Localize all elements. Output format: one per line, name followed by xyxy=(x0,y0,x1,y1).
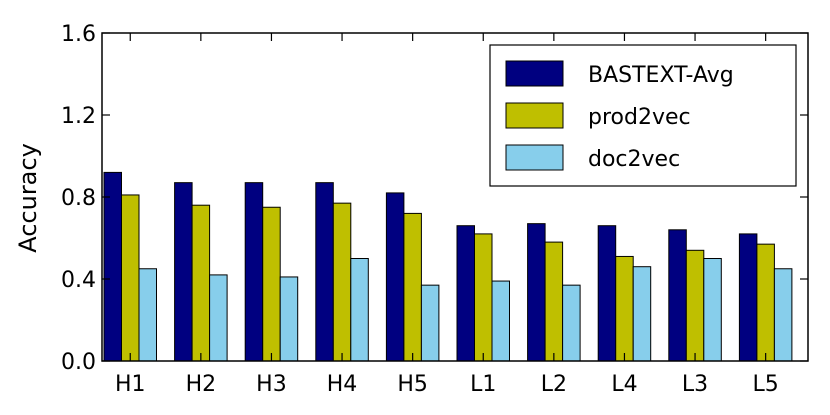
bar-doc2vec-h1 xyxy=(138,268,157,362)
x-tick-label-l1: L1 xyxy=(470,372,496,397)
y-tick-label: 1.2 xyxy=(61,104,96,129)
x-tick-label-l5: L5 xyxy=(753,372,779,397)
legend-swatch-doc2vec xyxy=(505,144,564,171)
y-tick-label: 0.0 xyxy=(61,350,96,375)
y-tick-label: 0.4 xyxy=(61,268,96,293)
bar-prod2vec-l5 xyxy=(756,243,775,362)
legend-swatch-bastext-avg xyxy=(505,60,564,87)
bar-doc2vec-h2 xyxy=(209,274,228,362)
plot-frame xyxy=(101,32,809,362)
y-axis-label: Accuracy xyxy=(14,143,42,253)
x-tick-label-h4: H4 xyxy=(327,372,358,397)
legend-label-doc2vec: doc2vec xyxy=(588,147,680,172)
ticks-layer: 0.0 0.4 0.8 1.2 1.6 H1 H2 H3 H4 H5 L1 L2 L4 L3 L5 xyxy=(61,22,808,397)
legend-label-prod2vec: prod2vec xyxy=(588,105,691,130)
bar-bastext-avg-l5 xyxy=(738,233,758,362)
x-tick-label-l3: L3 xyxy=(682,372,708,397)
bar-prod2vec-h4 xyxy=(332,202,352,362)
bar-bastext-avg-h3 xyxy=(244,182,264,362)
bar-prod2vec-h1 xyxy=(121,194,140,362)
x-tick-label-h3: H3 xyxy=(256,372,287,397)
bar-doc2vec-l5 xyxy=(773,268,793,362)
bar-doc2vec-l2 xyxy=(562,284,581,362)
bar-bastext-avg-h4 xyxy=(315,182,334,362)
y-tick-label: 0.8 xyxy=(61,186,96,211)
bars-layer xyxy=(103,171,793,362)
bar-bastext-avg-l2 xyxy=(527,223,546,362)
bar-bastext-avg-h1 xyxy=(103,171,122,362)
x-tick-label-l2: L2 xyxy=(541,372,567,397)
bar-doc2vec-l3 xyxy=(703,258,722,362)
bar-bastext-avg-h2 xyxy=(174,182,193,362)
bar-prod2vec-l1 xyxy=(474,233,493,362)
bar-prod2vec-l4 xyxy=(615,255,634,362)
x-tick-label-h1: H1 xyxy=(115,372,146,397)
legend: BASTEXT-Avg prod2vec doc2vec xyxy=(489,44,797,187)
legend-label-bastext-avg: BASTEXT-Avg xyxy=(588,63,734,88)
bar-prod2vec-h5 xyxy=(403,212,422,362)
bar-doc2vec-h3 xyxy=(279,276,299,362)
x-tick-label-l4: L4 xyxy=(611,372,637,397)
bar-doc2vec-l1 xyxy=(491,280,510,362)
x-tick-label-h5: H5 xyxy=(397,372,428,397)
bar-bastext-avg-h5 xyxy=(385,192,405,362)
bar-prod2vec-l3 xyxy=(685,249,705,362)
bar-doc2vec-h4 xyxy=(350,258,369,362)
bar-prod2vec-h2 xyxy=(191,204,211,362)
y-tick-label: 1.6 xyxy=(61,22,96,47)
bar-bastext-avg-l3 xyxy=(668,229,687,362)
bar-doc2vec-l4 xyxy=(632,266,652,362)
bar-doc2vec-h5 xyxy=(420,284,440,362)
bar-prod2vec-h3 xyxy=(262,206,281,362)
bar-bastext-avg-l1 xyxy=(456,225,475,362)
legend-swatch-prod2vec xyxy=(505,102,564,129)
x-tick-label-h2: H2 xyxy=(186,372,217,397)
bar-prod2vec-l2 xyxy=(544,241,564,362)
bar-bastext-avg-l4 xyxy=(597,225,617,362)
